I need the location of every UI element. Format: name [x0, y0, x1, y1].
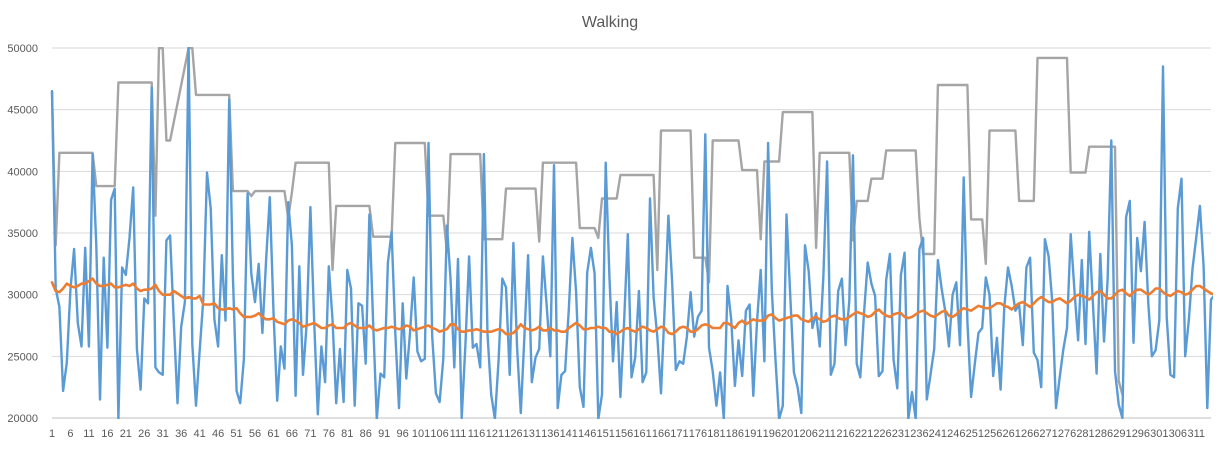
y-tick-label: 25000	[7, 351, 38, 363]
x-tick-label: 296	[1132, 428, 1150, 440]
y-tick-label: 40000	[7, 166, 38, 178]
y-tick-label: 35000	[7, 228, 38, 240]
y-tick-label: 20000	[7, 413, 38, 425]
x-tick-label: 116	[468, 428, 486, 440]
x-tick-label: 196	[763, 428, 781, 440]
x-tick-label: 311	[1187, 428, 1205, 440]
chart-title: Walking	[582, 14, 638, 31]
x-tick-label: 206	[799, 428, 817, 440]
x-tick-label: 226	[873, 428, 891, 440]
x-tick-label: 236	[910, 428, 928, 440]
x-tick-label: 211	[818, 428, 836, 440]
x-tick-label: 246	[947, 428, 965, 440]
x-tick-label: 281	[1076, 428, 1094, 440]
x-tick-label: 121	[486, 428, 504, 440]
x-tick-label: 101	[412, 428, 430, 440]
x-tick-label: 276	[1058, 428, 1076, 440]
x-tick-label: 111	[450, 428, 467, 440]
x-tick-label: 266	[1021, 428, 1039, 440]
x-tick-label: 221	[855, 428, 873, 440]
x-tick-label: 31	[157, 428, 169, 440]
x-tick-label: 161	[633, 428, 651, 440]
series-line-2	[50, 277, 1213, 336]
x-tick-label: 131	[523, 428, 541, 440]
x-tick-label: 81	[341, 428, 353, 440]
series-lines	[50, 47, 1213, 419]
x-tick-label: 146	[578, 428, 596, 440]
x-tick-label: 26	[138, 428, 150, 440]
x-tick-label: 96	[397, 428, 409, 440]
x-tick-label: 51	[230, 428, 242, 440]
x-tick-label: 6	[67, 428, 73, 440]
x-tick-label: 181	[707, 428, 725, 440]
x-tick-label: 306	[1169, 428, 1187, 440]
x-tick-label: 106	[430, 428, 448, 440]
x-tick-label: 201	[781, 428, 799, 440]
x-tick-label: 21	[120, 428, 132, 440]
x-tick-label: 191	[744, 428, 762, 440]
x-tick-label: 286	[1095, 428, 1113, 440]
x-tick-label: 156	[615, 428, 633, 440]
y-tick-label: 30000	[7, 290, 38, 302]
x-tick-label: 166	[652, 428, 670, 440]
x-tick-label: 61	[267, 428, 279, 440]
x-tick-label: 71	[304, 428, 316, 440]
x-tick-label: 186	[726, 428, 744, 440]
x-tick-label: 171	[670, 428, 688, 440]
x-tick-label: 41	[194, 428, 206, 440]
x-tick-label: 11	[83, 428, 94, 440]
series-line-1	[50, 47, 1213, 419]
x-tick-label: 1	[49, 428, 55, 440]
x-tick-label: 176	[689, 428, 707, 440]
x-tick-label: 16	[101, 428, 113, 440]
x-tick-label: 151	[596, 428, 614, 440]
x-tick-label: 56	[249, 428, 261, 440]
x-tick-label: 66	[286, 428, 298, 440]
x-tick-label: 231	[892, 428, 910, 440]
x-tick-label: 91	[378, 428, 390, 440]
x-tick-label: 301	[1150, 428, 1168, 440]
x-tick-label: 36	[175, 428, 187, 440]
x-tick-label: 76	[323, 428, 335, 440]
x-tick-label: 241	[929, 428, 947, 440]
series-line-3	[50, 47, 1124, 396]
x-tick-label: 261	[1003, 428, 1021, 440]
x-tick-label: 271	[1039, 428, 1057, 440]
x-tick-label: 216	[836, 428, 854, 440]
x-tick-label: 141	[560, 428, 578, 440]
x-tick-label: 291	[1113, 428, 1131, 440]
x-tick-label: 86	[360, 428, 372, 440]
x-tick-label: 136	[541, 428, 559, 440]
y-tick-label: 50000	[7, 43, 38, 55]
y-tick-label: 45000	[7, 105, 38, 117]
x-tick-label: 251	[966, 428, 984, 440]
x-tick-label: 256	[984, 428, 1002, 440]
x-tick-label: 126	[504, 428, 522, 440]
x-tick-label: 46	[212, 428, 224, 440]
